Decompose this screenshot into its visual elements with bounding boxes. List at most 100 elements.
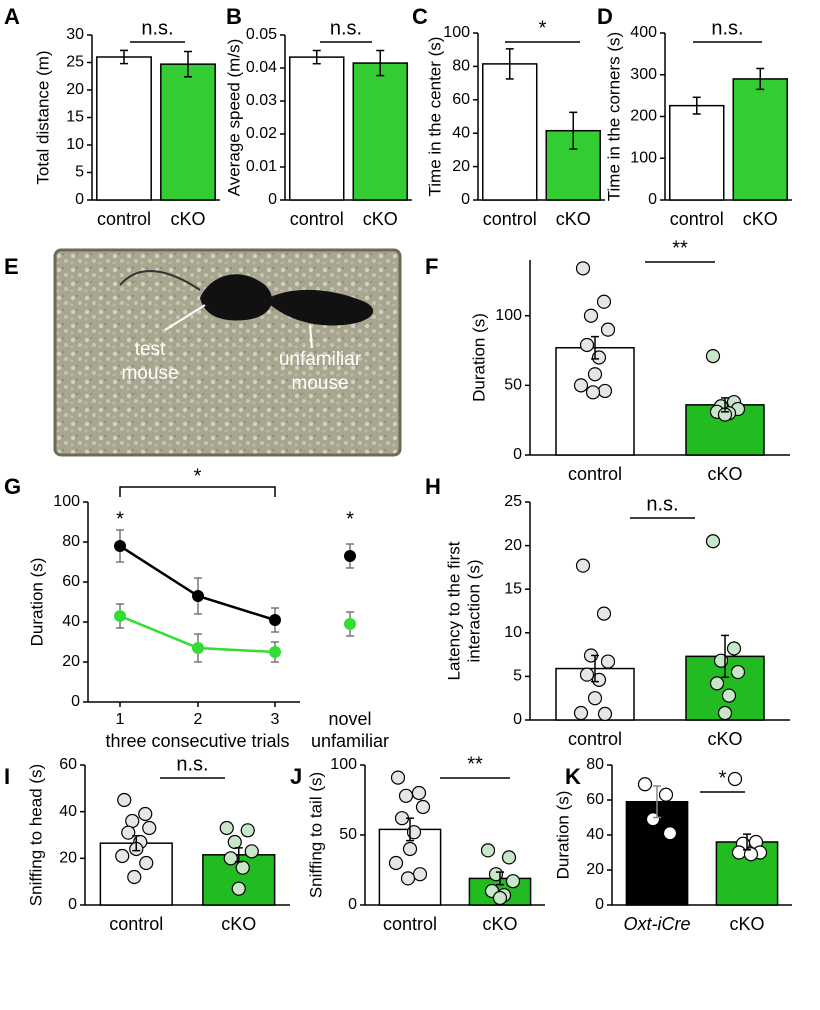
bar	[669, 104, 725, 201]
x-tick-label: control	[383, 914, 437, 934]
data-point	[575, 558, 591, 573]
x-tick-label: control	[568, 729, 622, 749]
y-tick-label: 0.04	[246, 59, 277, 76]
y-tick-label: 20	[452, 158, 470, 175]
significance-label: *	[194, 465, 202, 487]
data-point	[400, 871, 416, 886]
test-mouse-shape	[200, 274, 273, 321]
data-point	[244, 844, 259, 859]
panel-letter: B	[226, 4, 242, 29]
data-point	[121, 825, 136, 840]
y-tick-label: 0	[268, 191, 277, 208]
y-axis-label: Latency to the first	[444, 541, 463, 680]
x-tick-label: control	[483, 209, 537, 229]
data-point	[192, 590, 204, 602]
data-point	[731, 845, 747, 860]
significance-label: n.s.	[646, 493, 678, 515]
y-tick-label: 60	[59, 756, 77, 773]
y-tick-label: 300	[630, 66, 657, 83]
x-tick-label: cKO	[707, 464, 742, 484]
panel-letter: A	[4, 4, 20, 29]
y-axis-label: Duration (s)	[553, 791, 572, 880]
data-point	[597, 383, 613, 399]
y-tick-label: 60	[452, 91, 470, 108]
x-tick-label: unfamiliar	[311, 731, 389, 751]
y-axis-label: Total distance (m)	[33, 50, 52, 184]
data-point	[709, 676, 725, 691]
panel-letter: C	[412, 4, 428, 29]
data-point	[125, 813, 140, 829]
bar	[96, 56, 152, 201]
y-tick-label: 100	[330, 756, 357, 773]
significance-label: n.s.	[141, 17, 173, 39]
y-tick-label: 0.01	[246, 158, 277, 175]
bar	[160, 63, 216, 201]
data-point	[269, 646, 281, 658]
y-tick-label: 100	[630, 149, 657, 166]
data-point	[587, 367, 603, 382]
significance-bracket	[119, 486, 276, 497]
y-tick-label: 0	[461, 191, 470, 208]
panel-letter: K	[565, 764, 581, 789]
data-point	[730, 664, 746, 680]
y-tick-label: 60	[62, 573, 80, 590]
data-point	[579, 667, 595, 682]
y-tick-label: 80	[586, 756, 604, 773]
y-tick-label: 40	[62, 613, 80, 630]
data-point	[235, 860, 250, 875]
data-point	[388, 855, 404, 871]
tail	[119, 270, 201, 291]
data-point	[142, 820, 157, 836]
photo-panel: E test mouse unfamiliar mouse	[4, 248, 402, 457]
data-point	[587, 691, 603, 706]
y-tick-label: 0	[648, 191, 657, 208]
x-tick-label: cKO	[170, 209, 205, 229]
x-tick-label: 2	[194, 711, 203, 728]
panel-letter: F	[425, 254, 438, 279]
data-point	[415, 799, 431, 815]
data-point	[114, 610, 126, 622]
data-point	[240, 823, 255, 838]
y-tick-label: 20	[504, 537, 522, 554]
data-point	[231, 881, 246, 896]
x-axis-label: three consecutive trials	[105, 731, 289, 751]
y-axis-label: Average speed (m/s)	[224, 39, 243, 196]
y-tick-label: 15	[66, 109, 84, 126]
y-tick-label: 0	[513, 711, 522, 728]
y-tick-label: 60	[586, 791, 604, 808]
significance-label: *	[346, 508, 354, 530]
data-point	[269, 614, 281, 626]
data-point	[705, 349, 721, 364]
data-point	[717, 705, 733, 721]
unfamiliar-mouse-shape	[265, 289, 374, 326]
data-point	[721, 688, 737, 703]
data-point	[114, 540, 126, 552]
y-tick-label: 40	[586, 826, 604, 843]
data-point	[219, 820, 234, 836]
photo-label: mouse	[121, 363, 178, 384]
y-tick-label: 0	[348, 896, 357, 913]
x-tick-label: 1	[116, 711, 125, 728]
significance-label: n.s.	[711, 17, 743, 39]
x-tick-label: Oxt-iCre	[624, 914, 691, 934]
data-point	[501, 850, 517, 865]
x-tick-label: control	[97, 209, 151, 229]
panel-letter: I	[4, 764, 10, 789]
x-tick-label: control	[109, 914, 163, 934]
data-point	[390, 770, 406, 785]
y-axis-label: Sniffing to head (s)	[26, 764, 45, 906]
bar	[732, 78, 788, 201]
data-point	[115, 848, 130, 864]
bar	[482, 63, 538, 201]
data-point	[662, 826, 678, 841]
panel-letter: G	[4, 474, 21, 499]
y-tick-label: 10	[504, 624, 522, 641]
y-tick-label: 25	[504, 493, 522, 510]
data-point	[402, 841, 418, 857]
data-point	[637, 777, 653, 792]
x-tick-label: cKO	[729, 914, 764, 934]
x-tick-label: control	[568, 464, 622, 484]
x-tick-label: cKO	[482, 914, 517, 934]
bar	[352, 62, 408, 201]
